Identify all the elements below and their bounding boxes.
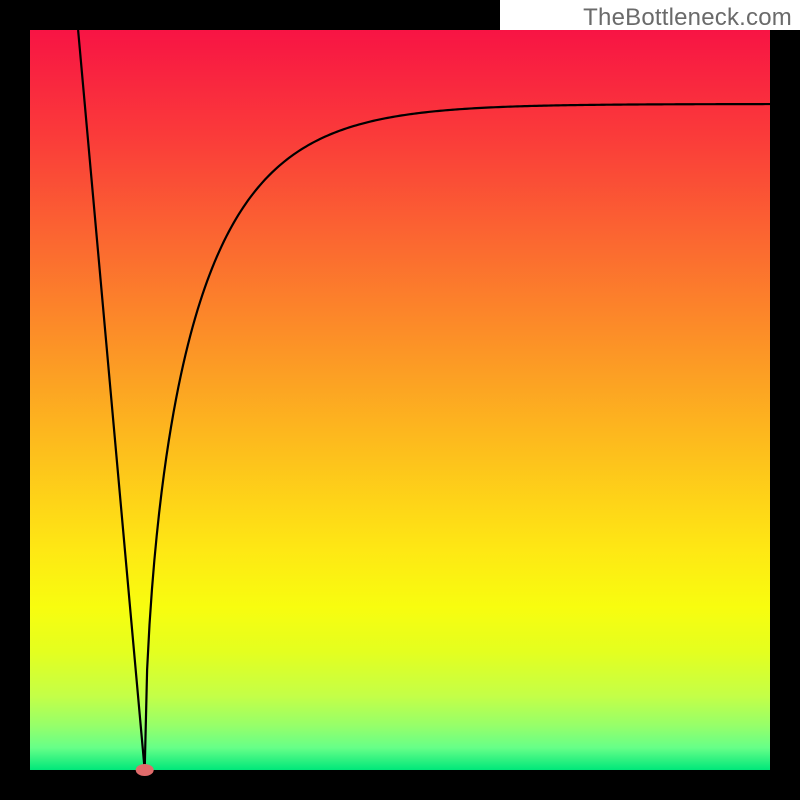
watermark-text: TheBottleneck.com — [583, 4, 792, 32]
x-axis — [0, 770, 800, 800]
y-axis — [0, 0, 30, 800]
plot-background — [30, 30, 770, 770]
chart-container: TheBottleneck.com — [0, 0, 800, 800]
right-border — [770, 0, 800, 800]
bottleneck-curve-chart — [0, 0, 800, 800]
optimum-marker — [136, 764, 154, 776]
